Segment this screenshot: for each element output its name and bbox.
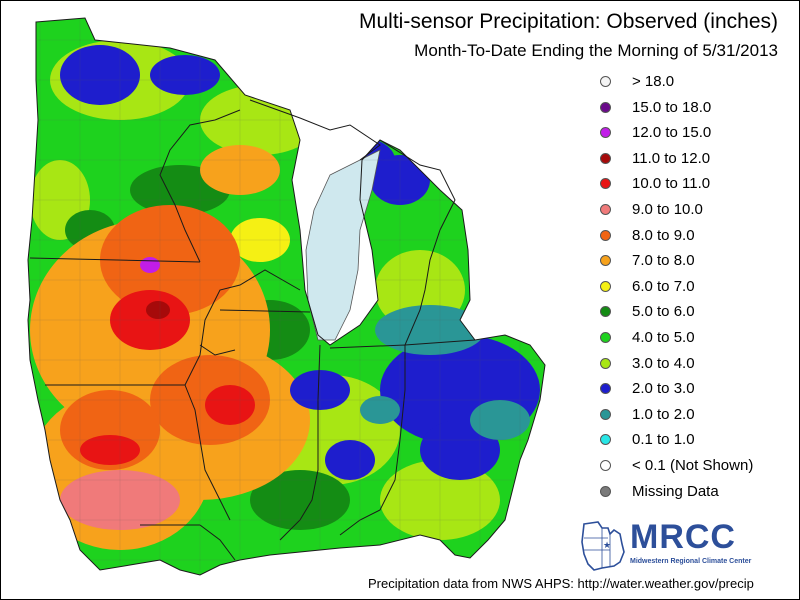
legend-label: Missing Data bbox=[632, 482, 719, 500]
legend-label: 4.0 to 5.0 bbox=[632, 329, 695, 346]
logo-text: MRCC bbox=[630, 518, 736, 556]
land-layer bbox=[28, 18, 545, 575]
legend-swatch bbox=[600, 204, 611, 215]
legend-swatch bbox=[600, 101, 611, 113]
legend-label: > 18.0 bbox=[632, 73, 675, 90]
legend-swatch bbox=[600, 434, 611, 446]
map-title: Multi-sensor Precipitation: Observed (in… bbox=[359, 10, 778, 33]
legend-label: 0.1 to 1.0 bbox=[632, 431, 695, 449]
legend-swatch bbox=[600, 460, 611, 471]
svg-text:★: ★ bbox=[603, 541, 611, 551]
legend-swatch bbox=[600, 306, 611, 318]
legend-swatch bbox=[600, 357, 611, 369]
legend-swatch bbox=[600, 76, 611, 87]
legend-label: 8.0 to 9.0 bbox=[632, 226, 695, 244]
legend-label: 9.0 to 10.0 bbox=[632, 201, 703, 218]
legend-swatch bbox=[600, 408, 611, 420]
legend-label: < 0.1 (Not Shown) bbox=[632, 457, 754, 474]
legend-label: 15.0 to 18.0 bbox=[632, 98, 712, 116]
map-subtitle: Month-To-Date Ending the Morning of 5/31… bbox=[414, 41, 778, 60]
legend-label: 10.0 to 11.0 bbox=[632, 175, 711, 193]
legend-swatch bbox=[600, 178, 611, 190]
legend-label: 5.0 to 6.0 bbox=[632, 303, 695, 321]
legend-swatch bbox=[600, 485, 611, 497]
legend-swatch bbox=[600, 383, 611, 395]
legend-label: 1.0 to 2.0 bbox=[632, 405, 695, 423]
logo-subtext: Midwestern Regional Climate Center bbox=[630, 558, 752, 565]
lake-michigan bbox=[305, 149, 381, 341]
legend-label: 7.0 to 8.0 bbox=[632, 252, 695, 270]
legend-label: 12.0 to 15.0 bbox=[632, 124, 712, 142]
data-source-footer: Precipitation data from NWS AHPS: http:/… bbox=[368, 576, 754, 591]
legend-swatch bbox=[600, 280, 611, 292]
legend-swatch bbox=[600, 332, 611, 343]
legend-label: 11.0 to 12.0 bbox=[632, 149, 711, 167]
mrcc-logo: ★ MRCC Midwestern Regional Climate Cente… bbox=[580, 518, 765, 580]
legend-swatch bbox=[600, 255, 611, 267]
midwest-states-icon: ★ bbox=[581, 521, 625, 571]
legend-label: 3.0 to 4.0 bbox=[632, 354, 695, 372]
legend-swatch bbox=[600, 127, 611, 139]
legend-swatch bbox=[600, 229, 611, 241]
legend-swatch bbox=[600, 152, 611, 164]
legend-label: 6.0 to 7.0 bbox=[632, 277, 695, 295]
state-borders bbox=[27, 17, 546, 576]
legend-label: 2.0 to 3.0 bbox=[632, 380, 695, 398]
